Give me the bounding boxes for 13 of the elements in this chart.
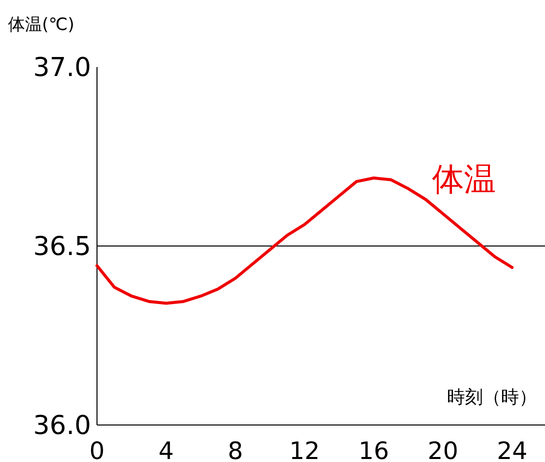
x-tick-label: 8 — [228, 437, 244, 462]
y-tick-label: 37.0 — [33, 53, 91, 83]
y-tick-label: 36.5 — [33, 232, 91, 262]
x-tick-label: 12 — [289, 437, 320, 462]
y-axis-title: 体温(℃) — [8, 15, 74, 35]
y-tick-label: 36.0 — [33, 411, 91, 441]
x-tick-label: 20 — [428, 437, 458, 462]
x-axis-title: 時刻（時） — [447, 387, 537, 408]
series-label: 体温 — [432, 160, 496, 198]
x-tick-label: 0 — [89, 437, 105, 462]
x-tick-label: 24 — [496, 437, 528, 462]
x-tick-label: 16 — [358, 437, 390, 462]
x-tick-label: 4 — [158, 437, 174, 462]
